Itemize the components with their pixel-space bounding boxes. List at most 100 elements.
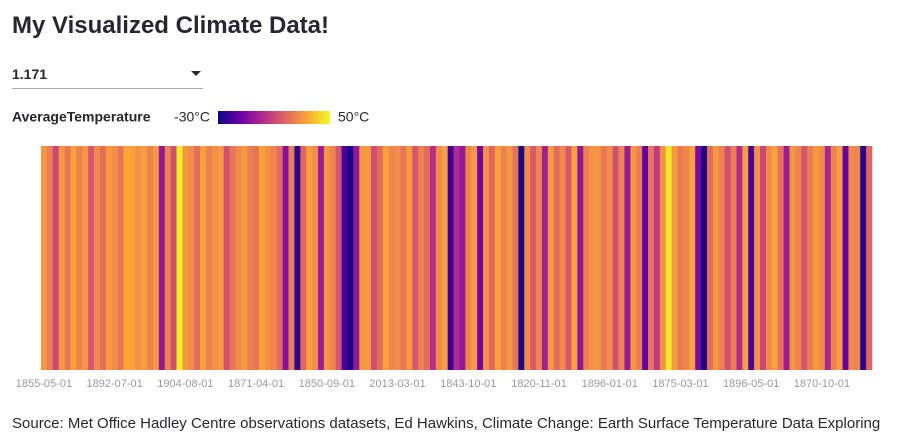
stripe	[818, 146, 826, 370]
stripe	[412, 146, 419, 370]
stripe	[270, 146, 278, 370]
stripe	[824, 146, 832, 370]
stripe	[795, 146, 802, 370]
stripe	[530, 146, 537, 370]
stripe	[630, 146, 637, 370]
stripe	[771, 146, 779, 370]
stripe	[117, 146, 124, 370]
stripe	[147, 146, 154, 370]
stripe	[365, 146, 372, 370]
stripe	[141, 146, 148, 370]
stripe	[494, 146, 502, 370]
stripe	[677, 146, 684, 370]
stripe	[488, 146, 496, 370]
stripe	[376, 146, 384, 370]
stripe	[842, 146, 849, 370]
stripe	[860, 146, 867, 370]
stripe	[111, 146, 118, 370]
stripe	[288, 146, 295, 370]
x-tick-label: 1843-10-01	[440, 378, 496, 390]
stripe	[447, 146, 454, 370]
stripe	[642, 146, 649, 370]
stripe	[866, 146, 873, 370]
stripe	[807, 146, 814, 370]
x-tick-label: 1850-09-01	[299, 378, 355, 390]
stripe	[541, 146, 549, 370]
dropdown[interactable]: 1.171	[12, 62, 203, 89]
stripe	[206, 146, 213, 370]
stripe	[188, 146, 195, 370]
dropdown-arrow[interactable]	[191, 71, 201, 76]
stripe	[648, 146, 655, 370]
chart: AverageTemperature -30°C 50°C 1855-05-01…	[12, 109, 873, 390]
dropdown-value: 1.171	[12, 66, 48, 82]
stripe	[506, 146, 513, 370]
stripe	[553, 146, 560, 370]
stripe	[282, 146, 289, 370]
stripe	[718, 146, 725, 370]
stripe	[329, 146, 336, 370]
stripe	[382, 146, 390, 370]
stripe	[683, 146, 690, 370]
x-tick-label: 2013-03-01	[369, 378, 425, 390]
stripe	[854, 146, 861, 370]
stripe	[736, 146, 743, 370]
stripe	[105, 146, 113, 370]
stripe	[801, 146, 808, 370]
stripe	[229, 146, 236, 370]
stripe	[754, 146, 761, 370]
x-tick-label: 1855-05-01	[16, 378, 72, 390]
stripe	[765, 146, 773, 370]
x-tick-label: 1870-10-01	[794, 378, 850, 390]
stripe	[164, 146, 171, 370]
stripe	[689, 146, 696, 370]
stripe	[512, 146, 519, 370]
stripe	[194, 146, 201, 370]
stripe	[253, 146, 260, 370]
stripe	[583, 146, 590, 370]
stripe	[424, 146, 431, 370]
stripe	[46, 146, 54, 370]
stripe	[323, 146, 331, 370]
stripe	[88, 146, 95, 370]
stripe	[182, 146, 189, 370]
stripe	[706, 146, 714, 370]
stripe	[695, 146, 702, 370]
x-tick-label: 1820-11-01	[511, 378, 566, 390]
stripe	[671, 146, 678, 370]
stripe	[589, 146, 596, 370]
stripe	[152, 146, 160, 370]
stripe	[241, 146, 248, 370]
stripe	[777, 146, 784, 370]
stripe	[559, 146, 566, 370]
stripe	[459, 146, 466, 370]
x-tick-label: 1904-08-01	[157, 378, 213, 390]
stripe	[235, 146, 242, 370]
colorbar-min-label: -30°C	[174, 109, 210, 125]
stripe	[524, 146, 531, 370]
stripe	[300, 146, 307, 370]
stripe	[742, 146, 749, 370]
stripe	[211, 146, 219, 370]
stripe	[429, 146, 437, 370]
stripe	[94, 146, 101, 370]
stripe	[200, 146, 207, 370]
stripe	[76, 146, 83, 370]
stripe	[441, 146, 448, 370]
stripe	[394, 146, 401, 370]
stripe	[435, 146, 443, 370]
stripe	[418, 146, 425, 370]
stripe	[176, 146, 183, 370]
stripe	[453, 146, 460, 370]
stripe	[500, 146, 507, 370]
stripe	[294, 146, 301, 370]
stripe	[58, 146, 65, 370]
stripe	[830, 146, 837, 370]
stripe	[406, 146, 413, 370]
stripe	[64, 146, 71, 370]
stripe	[259, 146, 266, 370]
source-note: Source: Met Office Hadley Centre observa…	[12, 415, 881, 439]
stripe	[353, 146, 360, 370]
stripe	[565, 146, 572, 370]
